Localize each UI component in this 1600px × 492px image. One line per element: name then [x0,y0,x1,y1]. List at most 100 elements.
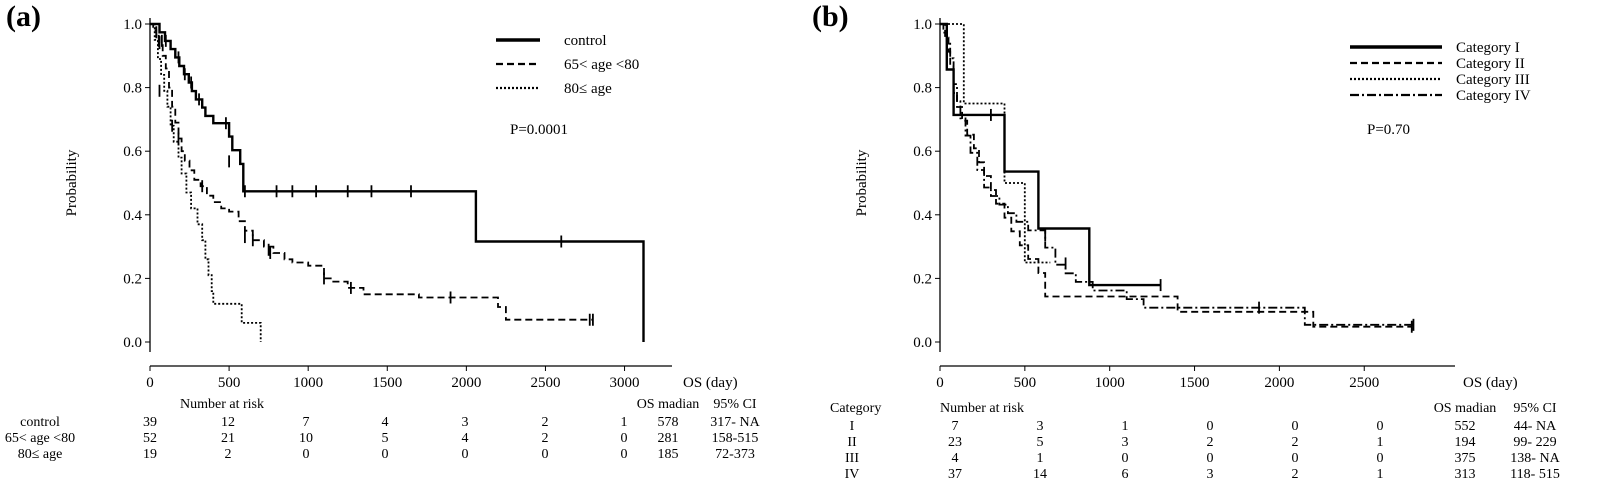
risk-table-count: 1 [1037,451,1044,466]
legend-label-3: 80≤ age [564,81,612,97]
x-tick-label: 1000 [293,375,323,391]
risk-table-count: 2 [542,431,549,446]
risk-table-header: Number at risk [180,397,264,412]
risk-table-count: 52 [143,431,157,446]
legend-label-3: Category III [1456,72,1530,88]
panel-a-axes: 0.0 0.2 0.4 0.6 0.8 1.0 0 500 1000 1500 2000 2500 30… [64,17,738,391]
risk-table-count: 3 [1037,419,1044,434]
risk-table-ci: 138- NA [1510,451,1560,466]
y-axis-title: Probability [854,149,870,216]
risk-table-count: 1 [1377,435,1384,450]
risk-table-count: 2 [542,415,549,430]
x-axis-title: OS (day) [683,375,738,391]
x-tick-label: 2000 [451,375,481,391]
risk-table-header: Number at risk [940,401,1024,416]
risk-table-ci-header: 95% CI [1513,401,1557,416]
risk-table-count: 7 [952,419,959,434]
x-tick-label: 1500 [372,375,402,391]
survival-curve-4 [940,23,1416,326]
panel-a-pvalue: P=0.0001 [510,122,568,138]
risk-table-count: 4 [382,415,389,430]
risk-table-count: 0 [1377,419,1384,434]
risk-table-count: 0 [382,447,389,462]
risk-table-row-label: II [847,435,857,450]
y-tick-label: 0.8 [913,81,932,97]
risk-table-count: 21 [221,431,235,446]
x-tick-label: 1000 [1095,375,1125,391]
risk-table-median-header: OS madian [1434,401,1497,416]
risk-table-count: 3 [1122,435,1129,450]
panel-b-axes: 0.0 0.2 0.4 0.6 0.8 1.0 0 500 1000 1500 2000 2500 OS… [854,17,1518,391]
risk-table-count: 4 [952,451,959,466]
risk-table-median: 552 [1455,419,1476,434]
risk-table-count: 5 [1037,435,1044,450]
risk-table-count: 3 [1207,467,1214,482]
risk-table-ci: 158-515 [712,431,759,446]
risk-table-count: 7 [303,415,310,430]
risk-table-count: 0 [621,431,628,446]
legend-label-2: Category II [1456,56,1525,72]
x-tick-label: 500 [218,375,241,391]
risk-table-count: 6 [1122,467,1129,482]
risk-table-count: 2 [1292,435,1299,450]
risk-table-count: 2 [1207,435,1214,450]
risk-table-ci: 99- 229 [1513,435,1556,450]
panel-b-label: (b) [812,0,849,33]
risk-table-row-label: IV [845,467,860,482]
y-tick-label: 0.6 [913,144,932,160]
risk-table-count: 0 [1207,419,1214,434]
risk-table-median: 313 [1455,467,1476,482]
risk-table-row-label: 80≤ age [18,447,63,462]
risk-table-count: 14 [1033,467,1047,482]
x-tick-label: 500 [1014,375,1037,391]
risk-table-count: 2 [1292,467,1299,482]
risk-table-count: 0 [1207,451,1214,466]
y-tick-label: 0.0 [913,335,932,351]
legend-label-1: Category I [1456,40,1520,56]
x-tick-label: 2000 [1264,375,1294,391]
y-tick-label: 0.8 [123,81,142,97]
risk-table-count: 3 [462,415,469,430]
risk-table-ci: 118- 515 [1510,467,1560,482]
risk-table-count: 19 [143,447,157,462]
panel-b-risk-table: Category Number at risk OS madian 95% CI I 7 3… [830,401,1561,482]
panel-a-legend: control 65< age <80 80≤ age [496,33,639,97]
risk-table-count: 1 [621,415,628,430]
risk-table-row-label: I [850,419,855,434]
x-axis-title: OS (day) [1463,375,1518,391]
x-tick-label: 2500 [1349,375,1379,391]
risk-table-count: 12 [221,415,235,430]
risk-table-median: 281 [658,431,679,446]
risk-table-count: 4 [462,431,469,446]
risk-table-ci: 72-373 [715,447,755,462]
y-tick-label: 0.4 [913,208,932,224]
risk-table-median: 194 [1455,435,1476,450]
risk-table-count: 0 [1292,451,1299,466]
survival-curve-3 [150,23,262,342]
y-tick-label: 0.2 [913,271,932,287]
x-tick-label: 0 [936,375,944,391]
survival-curve-2 [150,23,593,321]
risk-table-row-label: 65< age <80 [5,431,75,446]
risk-table-row-title: Category [830,401,881,416]
y-tick-label: 0.0 [123,335,142,351]
y-tick-label: 0.6 [123,144,142,160]
y-tick-label: 1.0 [913,17,932,33]
risk-table-count: 0 [1377,451,1384,466]
y-tick-label: 0.2 [123,271,142,287]
risk-table-ci-header: 95% CI [713,397,757,412]
y-tick-label: 0.4 [123,208,142,224]
x-tick-label: 2500 [530,375,560,391]
x-tick-label: 1500 [1180,375,1210,391]
risk-table-count: 2 [225,447,232,462]
risk-table-count: 0 [1122,451,1129,466]
risk-table-count: 37 [948,467,962,482]
risk-table-median: 375 [1455,451,1476,466]
risk-table-count: 23 [948,435,962,450]
risk-table-count: 5 [382,431,389,446]
risk-table-ci: 44- NA [1514,419,1557,434]
y-axis-title: Probability [64,149,80,216]
survival-curve-3 [940,23,1051,264]
survival-curve-2 [940,23,1412,328]
